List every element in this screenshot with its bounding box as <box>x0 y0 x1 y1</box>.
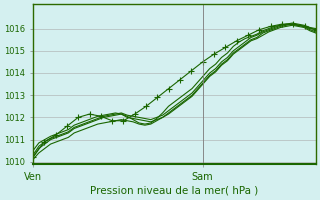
X-axis label: Pression niveau de la mer( hPa ): Pression niveau de la mer( hPa ) <box>90 186 259 196</box>
